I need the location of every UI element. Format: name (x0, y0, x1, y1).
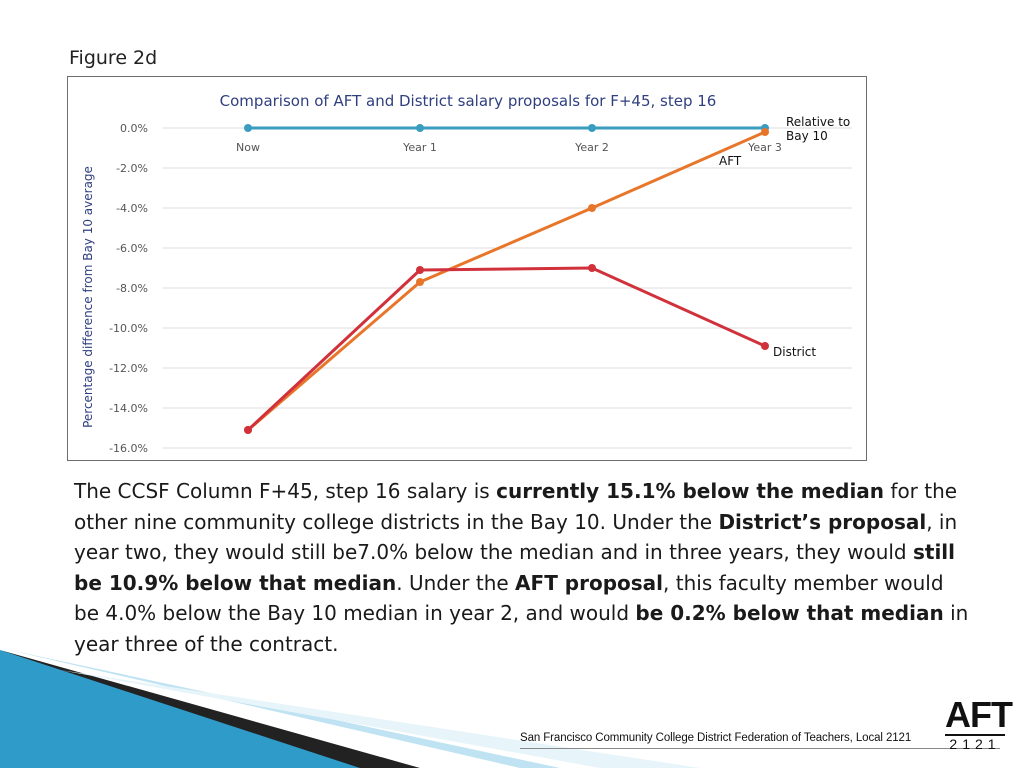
footer-org-text: San Francisco Community College District… (520, 732, 912, 744)
y-axis-label: Percentage difference from Bay 10 averag… (81, 166, 95, 428)
series-line-1 (247, 130, 766, 432)
data-point (244, 124, 252, 132)
axis-layer: 0.0% -2.0% -4.0% -6.0% -8.0% -10.0% -12.0% -14.… (109, 122, 782, 455)
data-point (416, 124, 424, 132)
series-label: Relative to (786, 115, 850, 129)
y-tick-label: -10.0% (109, 322, 148, 335)
series-label: Bay 10 (786, 129, 828, 143)
series-layer (244, 124, 769, 434)
series-label: AFT (719, 154, 742, 168)
y-tick-label: -14.0% (109, 402, 148, 415)
chart-title: Comparison of AFT and District salary pr… (220, 92, 717, 110)
aft-logo-text: AFT (945, 694, 1013, 735)
line-chart: 0.0% -2.0% -4.0% -6.0% -8.0% -10.0% -12.0% -14.… (67, 76, 867, 461)
data-point (244, 426, 252, 434)
y-tick-label: -8.0% (116, 282, 148, 295)
y-tick-label: -4.0% (116, 202, 148, 215)
y-tick-label: -12.0% (109, 362, 148, 375)
data-point (416, 266, 424, 274)
series-line-2 (246, 266, 766, 432)
paragraph-emphasis: District’s proposal (718, 509, 927, 534)
x-tick-label: Year 1 (402, 141, 437, 154)
y-tick-label: 0.0% (120, 122, 148, 135)
aft-logo: AFT 2121 (945, 694, 1013, 752)
paragraph-text: in year three of the contract. (74, 601, 969, 656)
x-tick-label: Year 2 (574, 141, 609, 154)
data-point (588, 124, 596, 132)
grid-layer (163, 127, 852, 449)
figure-label: Figure 2d (69, 47, 158, 69)
data-point (761, 342, 769, 350)
paragraph-emphasis: AFT proposal (515, 570, 664, 595)
paragraph-emphasis: be 0.2% below that median (635, 601, 944, 625)
x-tick-label: Now (236, 141, 260, 154)
data-point (588, 204, 596, 212)
aft-logo-local: 2121 (945, 734, 1005, 752)
paragraph-text: , this faculty member would be 4.0% belo… (74, 570, 944, 626)
decorative-swoosh (0, 648, 700, 768)
y-tick-label: -16.0% (109, 442, 148, 455)
y-tick-label: -2.0% (116, 162, 148, 175)
data-point (416, 278, 424, 286)
series-label: District (773, 345, 816, 359)
data-point (761, 128, 769, 136)
paragraph-text: . Under the (396, 570, 516, 595)
paragraph-text: , in year two, they would still be7.0% b… (74, 509, 958, 565)
paragraph-emphasis: still be 10.9% below that median (74, 540, 956, 595)
footer-divider (520, 748, 1000, 749)
data-point (588, 264, 596, 272)
paragraph-text: The CCSF Column F+45, step 16 salary is (74, 479, 497, 503)
description-paragraph: The CCSF Column F+45, step 16 salary is … (74, 476, 974, 659)
paragraph-text: for the other nine community college dis… (74, 479, 958, 534)
paragraph-emphasis: currently 15.1% below the median (496, 479, 885, 503)
x-tick-label: Year 3 (747, 141, 782, 154)
chart-svg: 0.0% -2.0% -4.0% -6.0% -8.0% -10.0% -12.0% -14.… (81, 92, 852, 455)
y-tick-label: -6.0% (116, 242, 148, 255)
